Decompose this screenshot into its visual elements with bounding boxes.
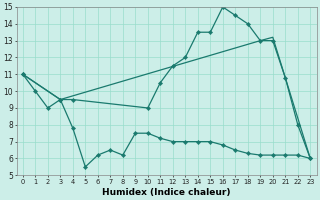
X-axis label: Humidex (Indice chaleur): Humidex (Indice chaleur) bbox=[102, 188, 231, 197]
